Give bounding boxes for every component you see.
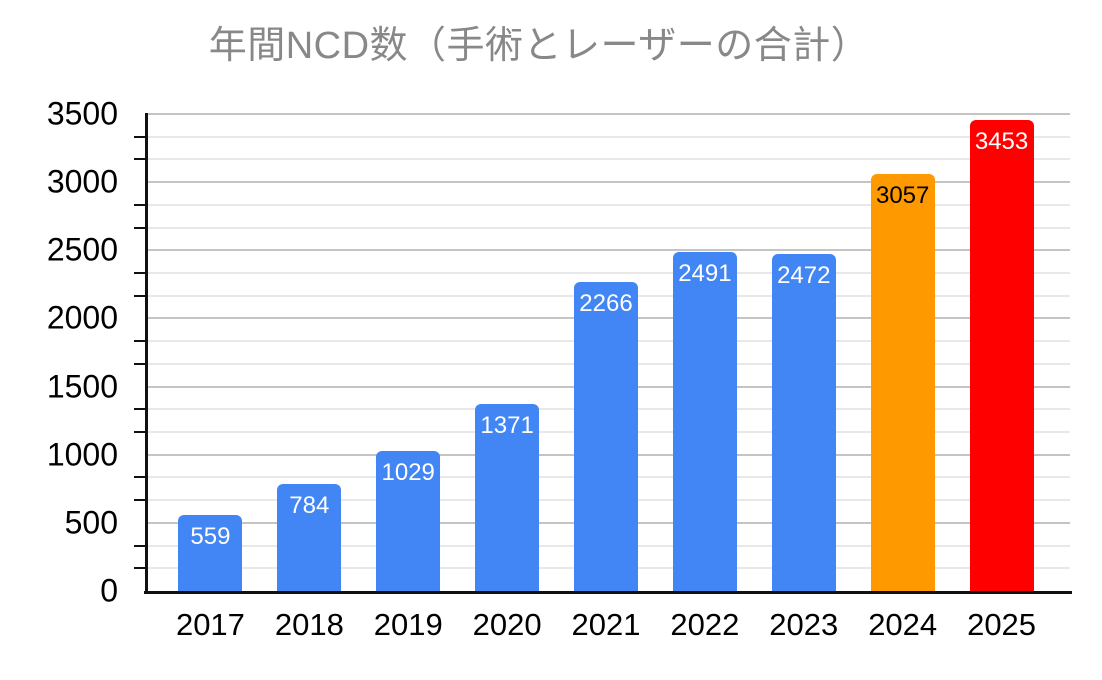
- bar-value-label: 3453: [974, 128, 1029, 156]
- bars-area: 559 784 1029 1371 2266 2491 2472 3057 3453: [146, 114, 1070, 591]
- y-axis-minor-tick: [134, 362, 148, 365]
- y-axis-minor-tick: [134, 135, 148, 138]
- x-axis-line: [144, 591, 1072, 594]
- x-axis-tick-label: 2024: [868, 607, 938, 642]
- minor-gridline: [147, 272, 1070, 274]
- bar-2024: 3057: [870, 174, 935, 591]
- y-axis-minor-tick: [134, 272, 148, 274]
- y-axis-minor-tick: [134, 476, 148, 479]
- y-axis-tick-label: 1000: [46, 436, 118, 473]
- y-axis-minor-tick: [134, 340, 148, 343]
- x-axis-tick-label: 2021: [571, 607, 641, 642]
- bar-value-label: 3057: [875, 182, 930, 210]
- x-axis-tick-label: 2022: [670, 607, 740, 642]
- major-gridline: [147, 249, 1070, 252]
- minor-gridline: [147, 135, 1070, 138]
- bar-slot: 559: [161, 114, 260, 591]
- y-axis-minor-tick: [134, 226, 148, 229]
- bar-2021: 2266: [574, 282, 638, 591]
- y-axis-tick-label: 2000: [46, 299, 118, 336]
- bar-2018: 784: [277, 484, 342, 591]
- y-axis-minor-tick: [134, 203, 148, 206]
- y-axis-tick-label: 3500: [46, 95, 118, 132]
- bar-2025: 3453: [969, 120, 1034, 591]
- bar-slot: 2472: [754, 114, 853, 591]
- x-axis-tick-label: 2017: [175, 607, 245, 642]
- y-axis-tick-label: 2500: [46, 231, 118, 268]
- minor-gridline: [147, 158, 1070, 161]
- y-axis-minor-tick: [134, 294, 148, 297]
- y-axis-line: [145, 113, 148, 594]
- bar-value-label: 1029: [381, 458, 435, 486]
- bar-slot: 3453: [952, 114, 1051, 591]
- bar-value-label: 2266: [579, 290, 633, 318]
- y-axis-tick-label: 1500: [46, 368, 118, 405]
- chart-title: 年間NCD数（手術とレーザーの合計）: [208, 25, 870, 67]
- bar-2019: 1029: [376, 450, 441, 591]
- y-axis-minor-tick: [134, 158, 148, 161]
- major-gridline: [147, 113, 1070, 115]
- minor-gridline: [147, 203, 1070, 206]
- x-axis-tick-label: 2023: [769, 607, 839, 642]
- bar-2022: 2491: [672, 251, 737, 591]
- x-axis-labels: 2017 2018 2019 2020 2021 2022 2023 2024 2025: [146, 607, 1070, 643]
- y-axis-tick-label: 500: [64, 504, 118, 541]
- bar-slot: 1371: [458, 114, 557, 591]
- y-axis-minor-tick: [134, 431, 148, 433]
- bar-2023: 2472: [771, 254, 836, 591]
- x-axis-tick-label: 2020: [472, 607, 542, 642]
- bar-value-label: 559: [190, 522, 231, 550]
- major-gridline: [147, 181, 1070, 184]
- y-axis-tick-label: 0: [100, 572, 118, 609]
- bar-2020: 1371: [475, 404, 540, 591]
- bar-value-label: 784: [289, 492, 330, 520]
- minor-gridline: [147, 226, 1070, 229]
- bar-value-label: 1371: [480, 412, 534, 440]
- y-axis-minor-tick: [134, 499, 148, 502]
- y-axis-minor-tick: [134, 544, 148, 547]
- y-axis-tick-label: 3000: [46, 163, 118, 200]
- bar-value-label: 2491: [678, 259, 732, 287]
- x-axis-tick-label: 2018: [274, 607, 344, 642]
- bar-slot: 1029: [359, 114, 458, 591]
- bar-slot: 2491: [655, 114, 754, 591]
- y-axis-minor-tick: [134, 567, 148, 570]
- bar-slot: 2266: [557, 114, 656, 591]
- bar-value-label: 2472: [777, 262, 831, 290]
- y-axis-minor-tick: [134, 408, 148, 411]
- bar-slot: 3057: [853, 114, 952, 591]
- x-axis-tick-label: 2025: [967, 607, 1037, 642]
- bar-slot: 784: [260, 114, 359, 591]
- bar-2017: 559: [178, 514, 243, 591]
- x-axis-tick-label: 2019: [373, 607, 443, 642]
